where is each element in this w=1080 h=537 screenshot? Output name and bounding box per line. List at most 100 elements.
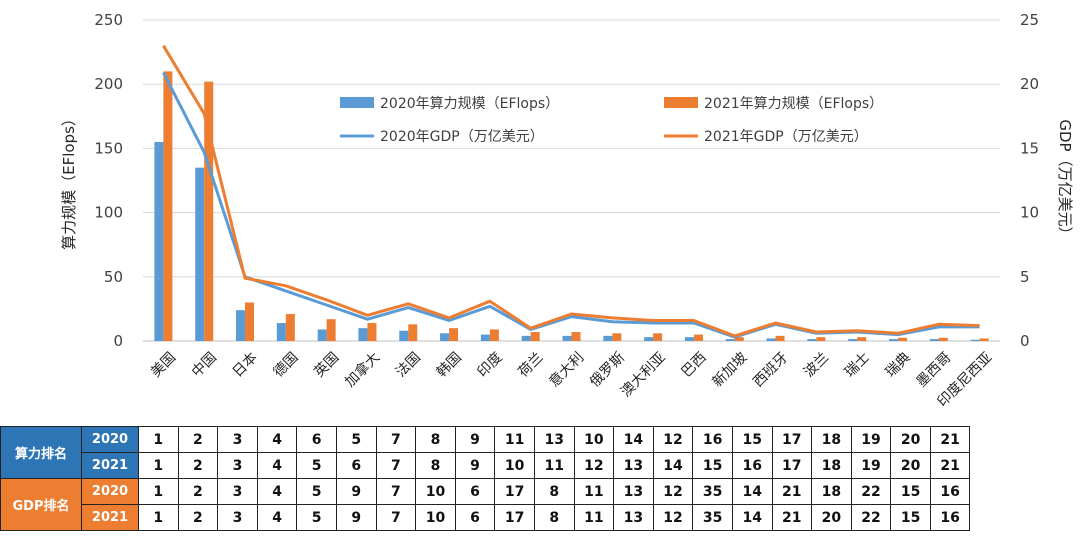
rank-cell: 20 xyxy=(890,426,931,453)
bar-2021 xyxy=(285,314,295,341)
rank-cell: 21 xyxy=(929,426,971,453)
bar-2020 xyxy=(603,335,613,341)
rank-cell: 21 xyxy=(929,452,971,479)
x-tick-label: 瑞士 xyxy=(842,349,873,380)
rank-cell: 7 xyxy=(375,478,417,505)
bar-2020 xyxy=(440,333,450,341)
bar-2021 xyxy=(245,302,255,341)
rank-cell: 6 xyxy=(335,452,377,479)
bar-2020 xyxy=(929,339,939,341)
bar-2021 xyxy=(489,329,499,341)
bar-2021 xyxy=(816,337,826,341)
rank-cell: 35 xyxy=(692,504,733,531)
bar-2020 xyxy=(317,329,327,341)
rank-cell: 11 xyxy=(573,478,615,505)
rank-cell: 19 xyxy=(850,452,892,479)
legend-label: 2021年GDP（万亿美元） xyxy=(704,129,868,145)
rank-cell: 6 xyxy=(296,426,337,453)
line-gdp-2021 xyxy=(162,44,980,338)
rank-cell: 18 xyxy=(811,426,852,453)
rank-cell: 7 xyxy=(375,426,417,453)
year-label: 2020 xyxy=(81,478,139,505)
y-right-tick-label: 10 xyxy=(1020,204,1039,222)
rank-cell: 22 xyxy=(850,478,892,505)
chart: 0 50 100 150 200 250 0 5 10 15 20 25 算力规模（EFlops） GDP… xyxy=(60,11,1074,410)
rank-cell: 15 xyxy=(890,478,931,505)
row-group-label: 算力排名 xyxy=(0,426,82,479)
rank-cell: 3 xyxy=(217,452,258,479)
rank-cell: 13 xyxy=(613,478,654,505)
bar-2021 xyxy=(367,323,377,341)
year-label: 2021 xyxy=(81,504,139,531)
bar-2020 xyxy=(684,337,694,341)
rank-cell: 11 xyxy=(573,504,615,531)
bar-2020 xyxy=(644,337,654,341)
bar-2021 xyxy=(734,337,744,341)
bar-2020 xyxy=(195,167,205,341)
rank-cell: 14 xyxy=(731,504,773,531)
x-tick-label: 荷兰 xyxy=(515,349,546,380)
y-left-tick-label: 150 xyxy=(94,139,123,157)
rank-cell: 14 xyxy=(731,478,773,505)
rank-cell: 12 xyxy=(652,504,694,531)
rank-cell: 16 xyxy=(731,452,773,479)
y-right-tick-label: 25 xyxy=(1020,11,1039,29)
rank-cell: 4 xyxy=(256,426,298,453)
rank-cell: 20 xyxy=(890,452,931,479)
rank-cell: 12 xyxy=(652,426,694,453)
bar-2021 xyxy=(408,324,418,341)
bar-2021 xyxy=(938,337,948,341)
bar-2021 xyxy=(530,332,540,341)
rank-cell: 15 xyxy=(890,504,931,531)
rank-cell: 2 xyxy=(177,452,219,479)
legend-label: 2020年GDP（万亿美元） xyxy=(380,129,544,145)
legend-label: 2021年算力规模（EFlops） xyxy=(704,96,883,112)
rank-cell: 1 xyxy=(138,478,179,505)
bar-2020 xyxy=(521,335,531,341)
y-left-tick-label: 250 xyxy=(94,11,123,29)
bar-2020 xyxy=(562,335,572,341)
x-tick-label: 中国 xyxy=(189,349,220,380)
x-tick-label: 瑞典 xyxy=(883,349,914,380)
bar-2020 xyxy=(807,339,817,341)
legend-swatch xyxy=(340,97,374,108)
rank-cell: 10 xyxy=(494,452,535,479)
line-gdp-2020 xyxy=(162,71,980,339)
bar-2020 xyxy=(358,328,368,341)
y-right-axis-title: GDP（万亿美元） xyxy=(1056,119,1074,241)
bar-2020 xyxy=(276,323,286,341)
rank-cell: 6 xyxy=(454,478,496,505)
bar-2020 xyxy=(888,339,898,341)
x-tick-label: 新加坡 xyxy=(709,349,750,390)
rank-cell: 21 xyxy=(771,478,813,505)
x-tick-label: 美国 xyxy=(148,349,179,380)
rank-cell: 4 xyxy=(256,504,298,531)
rank-cell: 1 xyxy=(138,426,179,453)
bar-2021 xyxy=(979,338,989,341)
bar-2021 xyxy=(612,333,622,341)
rank-cell: 17 xyxy=(771,426,813,453)
y-left-axis-title: 算力规模（EFlops） xyxy=(60,111,78,250)
bar-2021 xyxy=(571,332,581,341)
rank-cell: 18 xyxy=(811,478,852,505)
rank-cell: 11 xyxy=(494,426,535,453)
rank-cell: 18 xyxy=(811,452,852,479)
bar-2020 xyxy=(970,339,980,341)
y-right-tick-label: 5 xyxy=(1020,268,1030,286)
rank-cell: 17 xyxy=(494,504,535,531)
rank-cell: 16 xyxy=(929,504,971,531)
rank-cell: 2 xyxy=(177,426,219,453)
rank-cell: 13 xyxy=(613,452,654,479)
x-tick-label: 德国 xyxy=(270,349,301,380)
rank-cell: 3 xyxy=(217,504,258,531)
bar-2021 xyxy=(449,328,459,341)
rank-cell: 19 xyxy=(850,426,892,453)
bar-2020 xyxy=(766,338,776,341)
bar-2021 xyxy=(653,333,663,341)
x-tick-label: 法国 xyxy=(393,349,424,380)
rank-cell: 17 xyxy=(771,452,813,479)
rank-cell: 4 xyxy=(256,452,298,479)
rank-cell: 14 xyxy=(652,452,694,479)
rank-cell: 8 xyxy=(415,452,456,479)
table-row: 算力排名 2020 1 2 3 4 6 5 7 8 9 11 13 10 14 12 16 15 17 18 19 20 2… xyxy=(0,426,971,479)
